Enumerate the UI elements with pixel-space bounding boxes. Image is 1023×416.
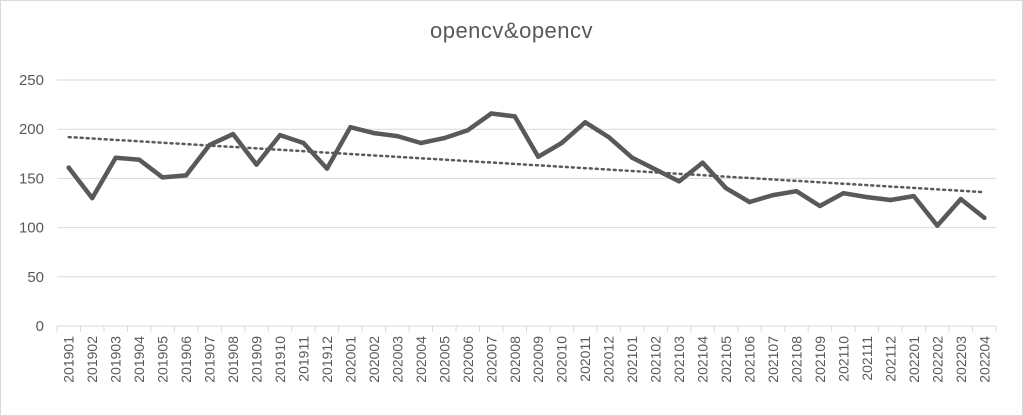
- x-tick-label: 202008: [507, 336, 523, 383]
- x-tick-label: 201906: [178, 336, 194, 383]
- data-point: [935, 223, 940, 228]
- y-tick-label: 50: [27, 269, 44, 286]
- x-tick-label: 202204: [976, 336, 992, 383]
- data-point: [676, 179, 682, 184]
- y-tick-label: 100: [19, 220, 44, 237]
- data-point: [136, 157, 142, 162]
- x-tick-label: 202109: [812, 336, 828, 383]
- data-point: [66, 165, 71, 170]
- data-point: [160, 175, 165, 180]
- data-point: [465, 127, 471, 133]
- data-point: [324, 166, 330, 171]
- x-tick-label: 202001: [342, 336, 358, 383]
- x-tick-label: 201905: [155, 336, 171, 383]
- data-point: [911, 193, 917, 199]
- y-tick-label: 200: [19, 121, 44, 138]
- data-point: [841, 190, 846, 196]
- data-point: [418, 140, 424, 146]
- trendline-layer: [67, 135, 986, 194]
- data-point: [301, 140, 306, 146]
- x-tick-label: 201909: [249, 336, 265, 383]
- data-point: [207, 142, 212, 148]
- data-point: [606, 134, 611, 140]
- data-point: [653, 167, 658, 172]
- x-tick-label: 202105: [718, 336, 734, 383]
- x-tick-label: 201903: [108, 336, 124, 383]
- x-tick-label: 202010: [554, 336, 570, 383]
- x-tick-label: 202108: [788, 336, 804, 383]
- x-tick-label: 202101: [624, 336, 640, 383]
- x-tick-label: 202005: [436, 336, 452, 383]
- x-tick-label: 202202: [929, 336, 945, 383]
- y-tick-label: 150: [19, 170, 44, 187]
- x-tick-label: 202009: [530, 336, 546, 383]
- x-tick-label: 202201: [906, 336, 922, 383]
- data-point: [90, 195, 95, 201]
- trendline: [67, 135, 986, 194]
- x-tick-label: 202004: [413, 336, 429, 383]
- x-tick-label: 202002: [366, 336, 382, 383]
- series-layer: [66, 111, 987, 228]
- data-point: [371, 130, 377, 136]
- y-tick-label: 0: [36, 318, 44, 335]
- x-tick-label: 202110: [835, 336, 851, 382]
- x-axis: 201901 201902 201903 201904 201905 201906 2019…: [56, 325, 997, 383]
- data-point: [489, 111, 494, 116]
- x-tick-label: 202007: [483, 336, 499, 383]
- x-tick-label: 202107: [765, 336, 781, 383]
- x-tick-label: 202111: [859, 336, 875, 381]
- x-tick-label: 201904: [131, 336, 147, 383]
- data-point: [723, 186, 729, 191]
- data-point: [254, 162, 259, 167]
- x-tick-label: 202011: [577, 336, 593, 382]
- data-point: [817, 203, 823, 209]
- x-tick-label: 202112: [882, 336, 898, 382]
- data-point: [559, 140, 564, 146]
- data-point: [512, 114, 517, 119]
- x-tick-label: 202106: [742, 336, 758, 383]
- data-point: [348, 125, 353, 130]
- data-point: [794, 188, 799, 194]
- x-tick-label: 202003: [389, 336, 405, 383]
- data-point: [700, 160, 705, 165]
- data-point: [982, 215, 987, 220]
- data-point: [582, 120, 588, 125]
- x-tick-label: 202104: [695, 336, 711, 383]
- series-line: [66, 111, 987, 228]
- x-tick-label: 201910: [272, 336, 288, 383]
- y-axis: 0 50 100 150 200 250: [19, 72, 44, 335]
- y-tick-label: 250: [19, 72, 44, 89]
- data-point: [442, 135, 447, 141]
- x-tick-label: 201907: [202, 336, 218, 383]
- data-point: [770, 192, 776, 198]
- data-point: [277, 132, 283, 138]
- data-point: [183, 173, 189, 178]
- x-tick-label: 201902: [84, 336, 100, 383]
- data-point: [230, 131, 236, 137]
- data-point: [536, 154, 541, 159]
- x-tick-label: 201911: [295, 336, 311, 382]
- gridlines: [57, 79, 996, 278]
- x-tick-label: 202203: [953, 336, 969, 383]
- data-point: [888, 197, 893, 203]
- x-tick-label: 202102: [648, 336, 664, 383]
- data-point: [113, 155, 118, 160]
- x-tick-label: 202103: [671, 336, 687, 383]
- data-point: [629, 155, 635, 160]
- data-point: [395, 133, 400, 139]
- x-tick-label: 201908: [225, 336, 241, 383]
- x-tick-label: 202006: [460, 336, 476, 383]
- x-tick-label: 201901: [61, 336, 77, 383]
- data-point: [958, 196, 963, 202]
- data-point: [864, 194, 870, 200]
- chart-title: opencv&opencv: [429, 18, 594, 43]
- x-tick-label: 201912: [319, 336, 335, 383]
- data-point: [747, 199, 752, 205]
- x-tick-label: 202012: [601, 336, 617, 383]
